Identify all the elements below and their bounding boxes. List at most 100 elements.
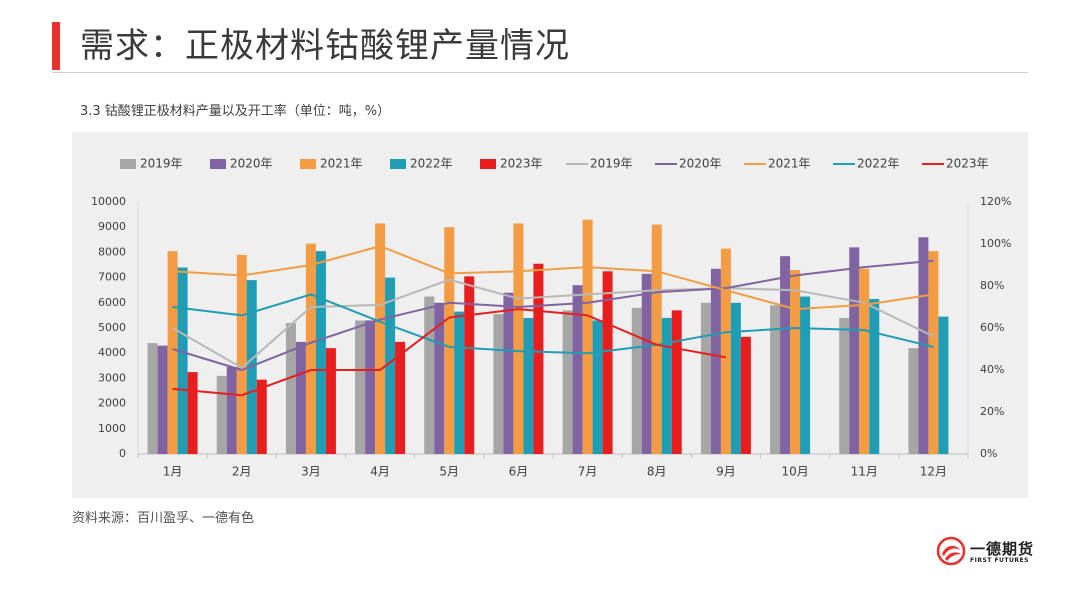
- bar: [493, 314, 504, 454]
- logo-swirl-icon: [936, 536, 966, 566]
- bar: [365, 320, 376, 454]
- bar: [503, 292, 514, 454]
- bar: [859, 268, 870, 454]
- bar: [849, 247, 860, 454]
- bar: [395, 341, 406, 454]
- bar: [187, 372, 198, 454]
- bar: [355, 320, 366, 454]
- legend-label: 2023年: [946, 157, 989, 171]
- bar: [720, 248, 731, 454]
- y-right-tick-label: 60%: [980, 321, 1004, 334]
- series-line: [172, 259, 934, 371]
- bar: [602, 271, 613, 454]
- legend-label: 2023年: [500, 157, 543, 171]
- bar: [790, 270, 801, 454]
- logo-subtitle: FIRST FUTURES: [970, 557, 1029, 564]
- bar: [839, 317, 850, 454]
- legend-swatch: [300, 159, 316, 169]
- bar: [869, 299, 880, 454]
- x-tick-label: 10月: [781, 465, 808, 479]
- x-tick-label: 5月: [439, 465, 459, 479]
- bar: [651, 224, 662, 454]
- x-tick-label: 9月: [716, 465, 736, 479]
- bar: [315, 251, 326, 454]
- y-left-tick-label: 6000: [98, 296, 126, 309]
- bar: [928, 251, 939, 454]
- bar: [177, 267, 188, 454]
- title-accent-bar: [52, 22, 60, 70]
- y-left-tick-label: 1000: [98, 422, 126, 435]
- x-tick-label: 1月: [163, 465, 183, 479]
- bar: [770, 305, 781, 454]
- series-line: [172, 245, 934, 311]
- bar: [533, 263, 544, 454]
- bar: [562, 310, 573, 454]
- bar: [631, 307, 642, 454]
- bar: [800, 296, 811, 454]
- bar: [167, 251, 178, 454]
- chart-caption: 3.3 钴酸锂正极材料产量以及开工率（单位：吨，%）: [80, 104, 391, 119]
- bar: [434, 302, 445, 454]
- series-line: [172, 308, 727, 397]
- bar: [226, 367, 237, 454]
- bar: [592, 320, 603, 454]
- production-utilization-chart: 0 1000 2000 3000 4000 5000 6000 7000 8000 9000 100…: [91, 157, 1011, 479]
- y-left-tick-label: 2000: [98, 397, 126, 410]
- bar: [295, 341, 306, 454]
- y-left-tick-label: 8000: [98, 245, 126, 258]
- y-left-tick-label: 4000: [98, 346, 126, 359]
- bar: [305, 243, 316, 454]
- legend-label: 2019年: [590, 157, 633, 171]
- legend-swatch: [210, 159, 226, 169]
- legend-label: 2022年: [857, 157, 900, 171]
- bar: [661, 317, 672, 454]
- bar: [444, 227, 455, 454]
- bar: [147, 343, 158, 454]
- bar: [325, 348, 336, 454]
- x-tick-label: 4月: [370, 465, 390, 479]
- logo-name: 一德期货: [970, 540, 1035, 558]
- bar: [523, 317, 534, 454]
- bar: [671, 310, 682, 454]
- title-divider: [52, 72, 1028, 73]
- legend-label: 2020年: [679, 157, 722, 171]
- bar: [285, 322, 296, 454]
- page-title: 需求：正极材料钴酸锂产量情况: [80, 26, 570, 66]
- bar: [157, 345, 168, 454]
- y-right-tick-label: 80%: [980, 279, 1004, 292]
- bar: [700, 302, 711, 454]
- y-right-tick-label: 40%: [980, 363, 1004, 376]
- bar: [375, 223, 386, 454]
- y-left-tick-label: 3000: [98, 371, 126, 384]
- bar: [256, 379, 267, 454]
- bar: [641, 273, 652, 454]
- bar: [216, 375, 227, 454]
- bar: [236, 254, 247, 454]
- x-tick-label: 12月: [920, 465, 947, 479]
- bar: [918, 237, 929, 454]
- source-note: 资料来源：百川盈孚、一德有色: [72, 511, 255, 526]
- legend-swatch: [480, 159, 496, 169]
- y-right-tick-label: 100%: [980, 237, 1011, 250]
- bar: [938, 316, 949, 454]
- legend-label: 2021年: [768, 157, 811, 171]
- company-logo: 一德期货 FIRST FUTURES: [936, 536, 1036, 570]
- bar: [385, 277, 396, 454]
- chart-panel: 0 1000 2000 3000 4000 5000 6000 7000 8000 9000 100…: [72, 132, 1028, 498]
- y-left-tick-label: 0: [119, 447, 126, 460]
- bar: [454, 311, 465, 454]
- bar: [582, 219, 593, 454]
- bar: [513, 223, 524, 454]
- legend-swatch: [120, 159, 136, 169]
- series-line: [172, 278, 934, 369]
- bar: [908, 348, 919, 454]
- y-left-tick-label: 10000: [91, 195, 126, 208]
- x-tick-label: 7月: [578, 465, 598, 479]
- y-left-tick-label: 7000: [98, 271, 126, 284]
- x-tick-label: 6月: [509, 465, 529, 479]
- series-line: [172, 293, 934, 355]
- bar: [730, 302, 741, 454]
- y-left-tick-label: 5000: [98, 321, 126, 334]
- bar: [464, 276, 475, 454]
- x-tick-label: 2月: [232, 465, 252, 479]
